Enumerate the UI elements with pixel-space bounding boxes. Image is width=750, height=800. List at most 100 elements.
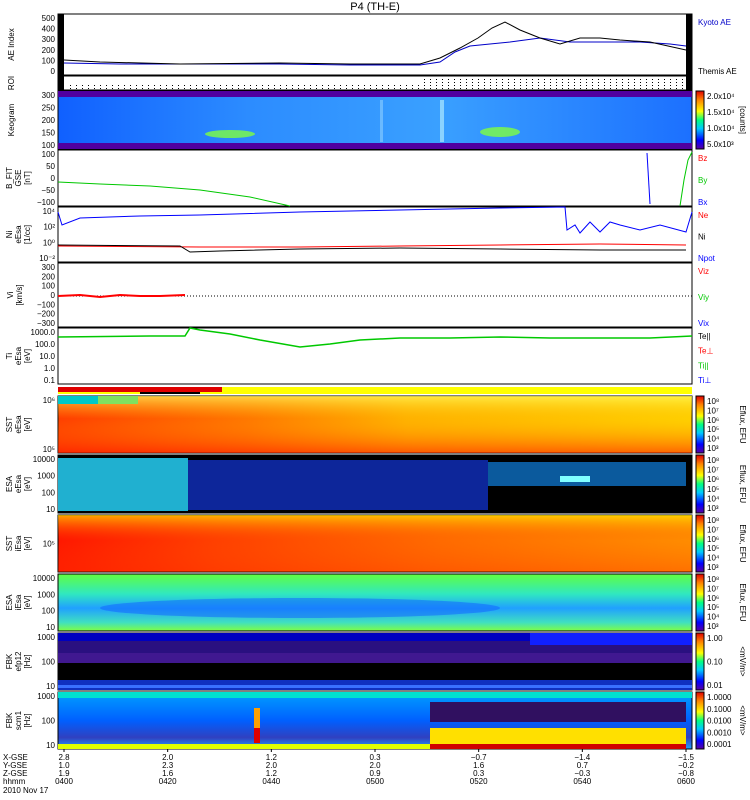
roi-dot (604, 85, 605, 86)
ytick-bfit-3: −50 (41, 186, 55, 195)
cblabel-sst-e-4: 10⁴ (707, 435, 720, 444)
roi-dot (106, 85, 107, 86)
roi-dot (532, 85, 533, 86)
roi-dot (244, 85, 245, 86)
roi-dot (640, 79, 641, 80)
roi-dot (580, 85, 581, 86)
roi-dot (508, 85, 509, 86)
roi-dot (220, 85, 221, 86)
roi-dot (466, 79, 467, 80)
ytick-esa-i-3: 10 (46, 623, 55, 632)
roi-dot (322, 88, 323, 89)
x-row-label-z: Z-GSE (3, 769, 27, 778)
roi-dot (574, 82, 575, 83)
ytick-ti-2: 10.0 (39, 352, 55, 361)
legend-bfit-1: By (698, 176, 707, 185)
roi-dot (490, 79, 491, 80)
cbunit-sst-i: Eflux, EFU (738, 524, 747, 562)
ylabel-esa-e-1: eEsa (14, 474, 23, 493)
roi-dot (382, 88, 383, 89)
roi-dot (310, 85, 311, 86)
roi-dot (646, 79, 647, 80)
ytick-fbk-e-0: 1000 (37, 633, 55, 642)
roi-dot (556, 88, 557, 89)
ytick-sst-i-0: 10⁵ (43, 540, 55, 549)
xcol-5-t: 0540 (573, 777, 591, 786)
roi-dot (628, 88, 629, 89)
roi-dot (382, 85, 383, 86)
xcol-2-x: 1.2 (266, 753, 278, 762)
roi-dot (148, 88, 149, 89)
cbunit-keogram: [counts] (738, 106, 747, 134)
colorbars (695, 90, 705, 750)
roi-dot (154, 85, 155, 86)
ytick-fbk-b-2: 10 (46, 741, 55, 750)
ytick-sst-e-1: 10⁵ (43, 445, 55, 454)
ytick-fbk-e-2: 10 (46, 682, 55, 691)
roi-dot (196, 88, 197, 89)
ylabel-esa-e-0: ESA (5, 475, 14, 492)
cblabel-sst-e-2: 10⁶ (707, 416, 719, 425)
xcol-0-x: 2.8 (58, 753, 70, 762)
roi-dot (622, 85, 623, 86)
cblabel-esa-e-3: 10⁵ (707, 485, 719, 494)
roi-dot (628, 79, 629, 80)
roi-dot (340, 88, 341, 89)
roi-dot (358, 88, 359, 89)
roi-dot (682, 82, 683, 83)
roi-dot (526, 82, 527, 83)
roi-dot (502, 82, 503, 83)
cblabel-fbk-b-2: 0.0100 (707, 717, 732, 726)
ti-par-line (57, 327, 693, 348)
roi-dot (640, 82, 641, 83)
ytick-keogram-1: 250 (42, 104, 56, 113)
xcol-3-t: 0500 (366, 777, 384, 786)
roi-dot (634, 88, 635, 89)
roi-dot (484, 88, 485, 89)
roi-dot (640, 88, 641, 89)
cblabel-esa-i-0: 10⁸ (707, 575, 719, 584)
roi-dot (244, 88, 245, 89)
roi-dot (670, 82, 671, 83)
roi-dot (598, 82, 599, 83)
roi-dot (478, 82, 479, 83)
roi-dot (592, 79, 593, 80)
legend-ni-2: Npot (698, 254, 716, 263)
roi-dot (658, 88, 659, 89)
roi-dot (544, 85, 545, 86)
kyoto-ae-line (63, 37, 687, 66)
cblabel-sst-i-2: 10⁶ (707, 535, 719, 544)
xcol-4-y: 1.6 (473, 761, 485, 770)
ylabel-bfit-1: GSE (14, 170, 23, 187)
roi-dot (376, 88, 377, 89)
roi-dot (262, 85, 263, 86)
ylabel-ti-1: eEsa (14, 346, 23, 365)
roi-dot (652, 79, 653, 80)
ylabel-keogram-0: Keogram (7, 103, 16, 136)
legend-ti-0: Te|| (698, 332, 711, 341)
plot-title: P4 (TH-E) (350, 1, 400, 13)
roi-dot (520, 79, 521, 80)
by-line (57, 181, 291, 207)
cblabel-keogram-3: 5.0x10³ (707, 140, 734, 149)
ytick-vi-2: 100 (42, 282, 56, 291)
legend-ti-3: Ti⊥ (698, 376, 711, 385)
ytick-esa-e-1: 1000 (37, 472, 55, 481)
roi-dot (574, 85, 575, 86)
roi-dot (556, 85, 557, 86)
xcol-6-y: −0.2 (678, 761, 694, 770)
panel-sst-e (57, 395, 693, 454)
roi-dot (70, 88, 71, 89)
roi-dot (388, 85, 389, 86)
roi-dot (358, 85, 359, 86)
roi-dot (400, 88, 401, 89)
cbunit-fbk-e: <mV/m> (738, 646, 747, 677)
roi-dot (496, 85, 497, 86)
roi-dot (364, 88, 365, 89)
roi-dot (478, 88, 479, 89)
cblabel-esa-e-2: 10⁶ (707, 475, 719, 484)
roi-dot (142, 88, 143, 89)
roi-dot (460, 85, 461, 86)
roi-dot (478, 79, 479, 80)
roi-dot (202, 85, 203, 86)
